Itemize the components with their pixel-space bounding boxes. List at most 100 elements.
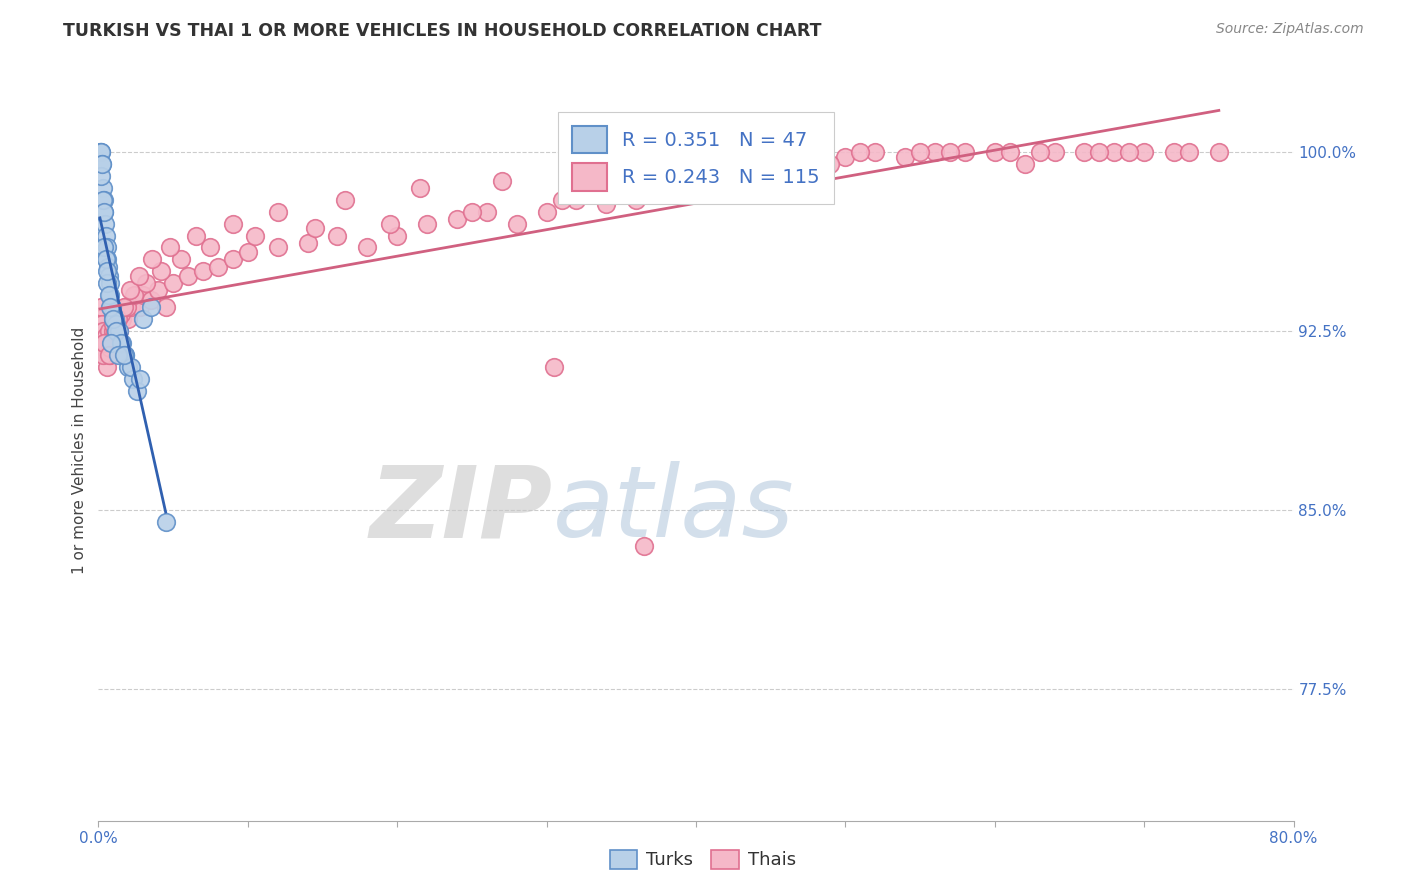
Point <box>103 317 125 331</box>
Point <box>461 204 484 219</box>
Point <box>865 145 887 159</box>
Point <box>124 288 146 302</box>
Point <box>804 157 827 171</box>
Point <box>125 288 148 302</box>
Point <box>759 150 782 164</box>
Point <box>91 180 114 194</box>
Point <box>820 157 842 171</box>
Point <box>849 145 872 159</box>
Point <box>655 180 678 194</box>
Point <box>93 204 115 219</box>
Point <box>98 277 121 291</box>
Point <box>333 193 356 207</box>
Point <box>96 240 118 254</box>
Point <box>94 336 117 351</box>
Point <box>114 300 136 314</box>
Point <box>894 150 917 164</box>
Point <box>91 317 114 331</box>
Point <box>200 240 222 254</box>
Point <box>121 372 143 386</box>
Point <box>446 211 468 226</box>
Point <box>93 193 115 207</box>
Point <box>98 348 122 362</box>
Point <box>90 169 112 183</box>
Point <box>105 324 128 338</box>
Point <box>491 173 513 187</box>
Point <box>267 240 290 254</box>
Point <box>91 193 114 207</box>
Point <box>112 300 135 314</box>
Point <box>685 173 707 187</box>
Point <box>103 324 125 338</box>
Point <box>120 359 142 374</box>
Point <box>506 217 529 231</box>
Point <box>98 336 121 351</box>
Point <box>924 145 946 159</box>
Point <box>103 307 125 321</box>
Point <box>90 145 112 159</box>
Point <box>1043 145 1066 159</box>
Point <box>96 252 118 267</box>
Point <box>222 217 245 231</box>
Point <box>110 307 132 321</box>
Point <box>416 217 439 231</box>
Point <box>169 252 191 267</box>
Point <box>640 180 662 194</box>
Text: ZIP: ZIP <box>370 461 553 558</box>
Point <box>108 324 131 338</box>
Point <box>89 145 111 159</box>
Point <box>120 300 142 314</box>
Point <box>98 288 122 302</box>
Point <box>97 324 120 338</box>
Point <box>633 539 655 553</box>
Point <box>114 348 136 362</box>
Point <box>135 277 157 291</box>
Point <box>475 204 498 219</box>
Point <box>93 348 115 362</box>
Point <box>94 228 117 243</box>
Point <box>111 336 134 351</box>
Point <box>91 324 114 338</box>
Point <box>91 157 114 171</box>
Point <box>141 252 163 267</box>
Point <box>177 269 200 284</box>
Point <box>222 252 245 267</box>
Point <box>998 145 1021 159</box>
Point <box>100 336 122 351</box>
Point <box>97 341 120 355</box>
Point <box>96 359 118 374</box>
Point <box>117 312 139 326</box>
Point <box>953 145 976 159</box>
Point <box>565 193 588 207</box>
Text: Source: ZipAtlas.com: Source: ZipAtlas.com <box>1216 22 1364 37</box>
Point <box>1133 145 1156 159</box>
Point <box>90 300 112 314</box>
Point <box>104 312 127 326</box>
Point <box>117 359 139 374</box>
Point <box>93 336 115 351</box>
Point <box>107 348 129 362</box>
Point <box>96 348 118 362</box>
Point <box>626 193 648 207</box>
Point <box>297 235 319 250</box>
Point <box>595 197 617 211</box>
Point <box>111 312 134 326</box>
Point <box>104 324 127 338</box>
Point <box>1118 145 1140 159</box>
Point <box>98 300 122 314</box>
Point <box>1014 157 1036 171</box>
Point <box>118 284 141 298</box>
Point <box>714 169 737 183</box>
Point <box>128 269 150 284</box>
Point <box>107 312 129 326</box>
Point <box>110 336 132 351</box>
Point <box>550 193 572 207</box>
Point <box>267 204 290 219</box>
Point <box>104 317 127 331</box>
Point <box>669 157 692 171</box>
Point <box>114 348 136 362</box>
Legend: Turks, Thais: Turks, Thais <box>602 841 804 879</box>
Point <box>115 300 138 314</box>
Point <box>132 288 155 302</box>
Point <box>1028 145 1050 159</box>
